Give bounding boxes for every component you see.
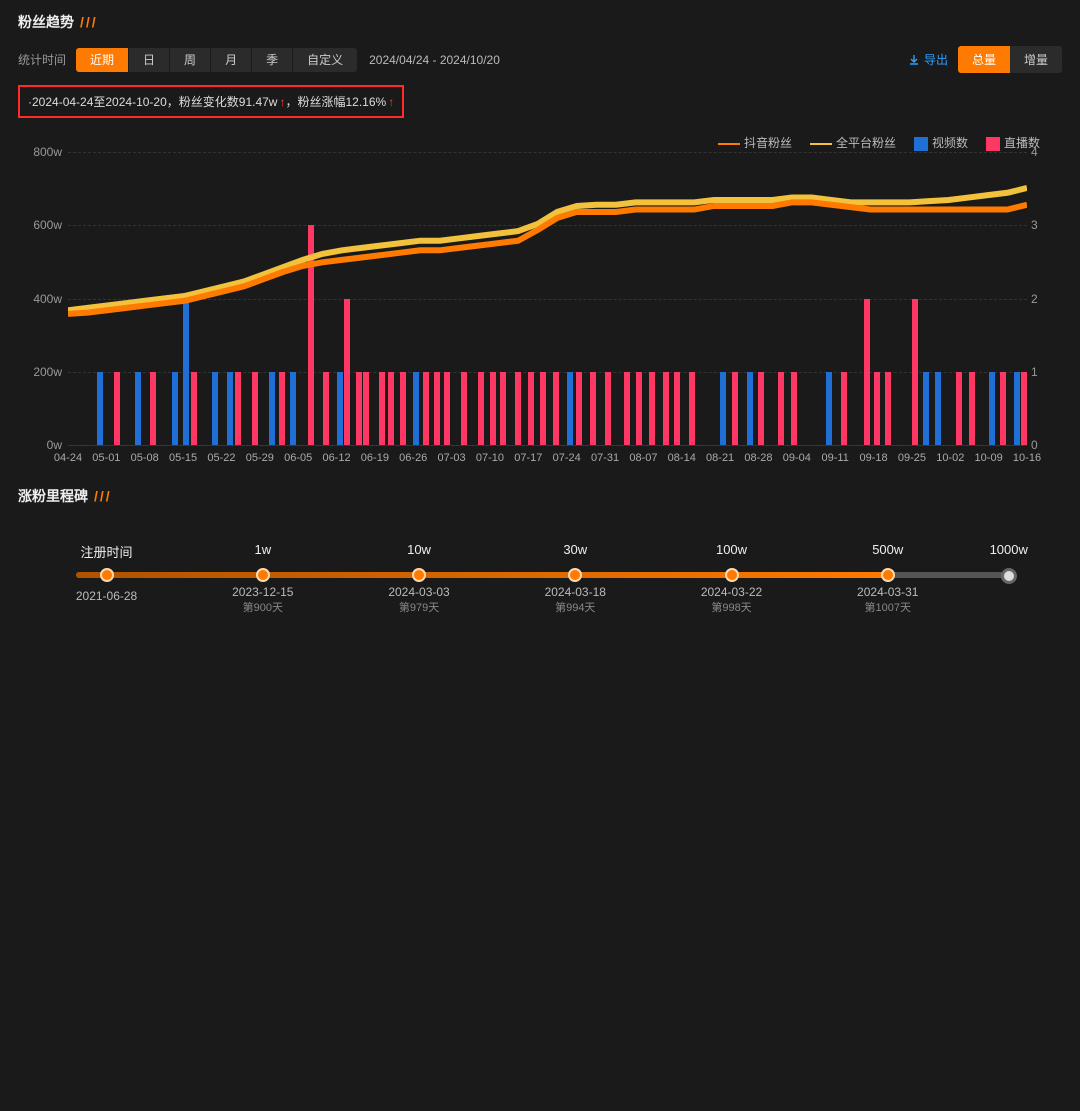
x-tick: 05-01: [92, 452, 120, 464]
time-tab-5[interactable]: 自定义: [293, 48, 357, 72]
y-right-tick: 2: [1031, 292, 1055, 306]
y-right-tick: 0: [1031, 438, 1055, 452]
milestone-node: 10w2024-03-03第979天: [359, 542, 479, 615]
summary-prefix: ·2024-04-24至2024-10-20，粉丝变化数: [28, 95, 239, 109]
x-tick: 08-28: [744, 452, 772, 464]
y-left-tick: 0w: [28, 438, 62, 452]
x-tick: 04-24: [54, 452, 82, 464]
milestone-node: 500w2024-03-31第1007天: [828, 542, 948, 615]
x-tick: 09-18: [859, 452, 887, 464]
y-right-tick: 4: [1031, 145, 1055, 159]
x-tick: 07-17: [514, 452, 542, 464]
x-tick: 05-22: [207, 452, 235, 464]
x-tick: 06-05: [284, 452, 312, 464]
up-arrow-icon: ↑: [388, 95, 394, 109]
time-tab-3[interactable]: 月: [211, 48, 252, 72]
x-tick: 08-21: [706, 452, 734, 464]
time-tabs: 统计时间 近期日周月季自定义 2024/04/24 - 2024/10/20: [18, 51, 500, 68]
view-pill-0[interactable]: 总量: [958, 46, 1010, 73]
fans-trend-title: 粉丝趋势 ///: [18, 12, 1062, 32]
export-button[interactable]: 导出: [908, 51, 948, 68]
summary-change: 91.47w: [239, 95, 278, 109]
x-tick: 08-07: [629, 452, 657, 464]
summary-mid: ，粉丝涨幅: [285, 95, 345, 109]
download-icon: [908, 54, 920, 66]
y-left-tick: 800w: [28, 145, 62, 159]
x-tick: 09-11: [822, 452, 849, 464]
x-tick: 06-12: [322, 452, 350, 464]
y-right-tick: 3: [1031, 218, 1055, 232]
summary-pct: 12.16%: [345, 95, 386, 109]
milestone-node: 30w2024-03-18第994天: [515, 542, 635, 615]
time-tab-0[interactable]: 近期: [76, 48, 129, 72]
time-tab-4[interactable]: 季: [252, 48, 293, 72]
x-tick: 09-04: [783, 452, 811, 464]
y-right-tick: 1: [1031, 365, 1055, 379]
x-tick: 05-15: [169, 452, 197, 464]
x-tick: 06-19: [361, 452, 389, 464]
x-tick: 06-26: [399, 452, 427, 464]
time-label: 统计时间: [18, 51, 66, 68]
time-tab-2[interactable]: 周: [170, 48, 211, 72]
milestone-node: 注册时间2021-06-28: [47, 542, 167, 603]
x-tick: 07-03: [438, 452, 466, 464]
title-text: 粉丝趋势: [18, 12, 74, 32]
x-tick: 09-25: [898, 452, 926, 464]
x-tick: 08-14: [668, 452, 696, 464]
milestone-timeline: 注册时间2021-06-28 1w2023-12-15第900天 10w2024-0…: [36, 522, 1044, 642]
export-label: 导出: [924, 51, 948, 68]
x-tick: 05-08: [131, 452, 159, 464]
y-left-tick: 200w: [28, 365, 62, 379]
x-tick: 10-16: [1013, 452, 1041, 464]
view-pill-1[interactable]: 增量: [1010, 46, 1062, 73]
milestone-node: 100w2024-03-22第998天: [672, 542, 792, 615]
x-tick: 05-29: [246, 452, 274, 464]
date-range: 2024/04/24 - 2024/10/20: [369, 53, 500, 67]
x-tick: 07-24: [553, 452, 581, 464]
fans-chart: 0w200w400w600w800w01234 04-2405-0105-080…: [68, 134, 1027, 474]
milestone-node: 1w2023-12-15第900天: [203, 542, 323, 615]
x-tick: 07-10: [476, 452, 504, 464]
x-tick: 10-02: [936, 452, 964, 464]
time-tab-1[interactable]: 日: [129, 48, 170, 72]
y-left-tick: 400w: [28, 292, 62, 306]
x-tick: 07-31: [591, 452, 619, 464]
milestone-node: 1000w: [949, 542, 1069, 585]
y-left-tick: 600w: [28, 218, 62, 232]
summary-highlight: ·2024-04-24至2024-10-20，粉丝变化数91.47w ↑ ，粉丝涨幅…: [18, 85, 404, 118]
title-marks: ///: [80, 14, 98, 30]
x-tick: 10-09: [975, 452, 1003, 464]
